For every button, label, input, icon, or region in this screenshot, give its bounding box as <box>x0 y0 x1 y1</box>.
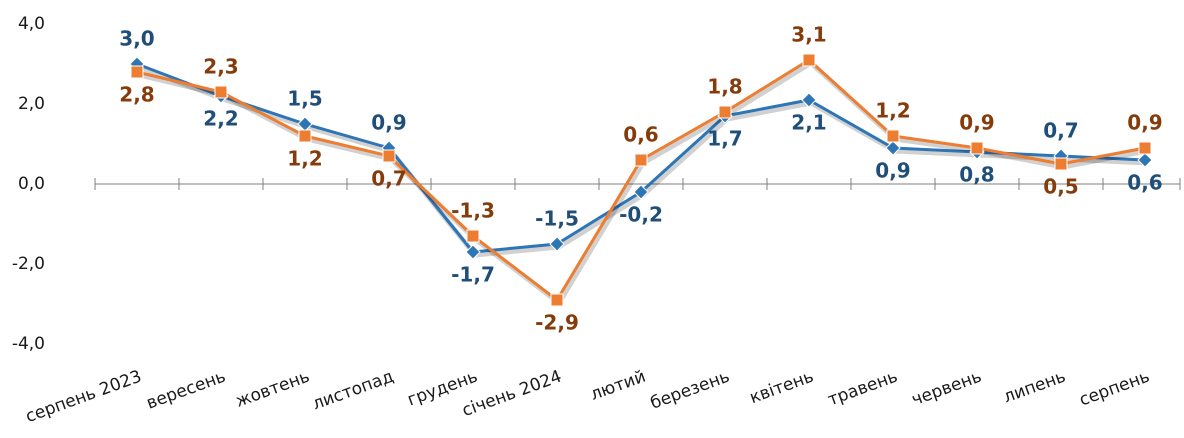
data-label: 2,3 <box>203 55 238 79</box>
data-label: 1,5 <box>287 87 322 111</box>
data-label: 1,2 <box>875 99 910 123</box>
data-label: -1,5 <box>535 207 579 231</box>
marker <box>550 293 564 307</box>
data-label: 2,2 <box>203 107 238 131</box>
x-tick-label: червень <box>909 367 984 411</box>
y-tick-label: 4,0 <box>18 14 45 34</box>
marker <box>886 129 900 143</box>
x-tick-label: березень <box>648 367 733 414</box>
data-label: -0,2 <box>619 203 663 227</box>
data-label: -1,7 <box>451 263 495 287</box>
marker <box>802 53 816 67</box>
marker <box>1137 152 1153 168</box>
data-label: 0,5 <box>1043 175 1078 199</box>
marker <box>1054 157 1068 171</box>
data-label: 0,9 <box>371 111 406 135</box>
data-label: 0,8 <box>959 163 994 187</box>
data-label: 1,8 <box>707 75 742 99</box>
data-label: 1,7 <box>707 127 742 151</box>
data-label: 0,6 <box>1127 171 1162 195</box>
data-label: 0,9 <box>1127 111 1162 135</box>
data-label: 0,7 <box>371 167 406 191</box>
data-label: 0,7 <box>1043 119 1078 143</box>
data-label: 3,0 <box>119 27 154 51</box>
marker <box>885 140 901 156</box>
marker <box>214 85 228 99</box>
marker <box>718 105 732 119</box>
x-tick-label: лютий <box>588 367 649 405</box>
x-tick-label: квітень <box>747 367 816 409</box>
x-tick-label: липень <box>1001 367 1069 408</box>
x-tick-label: вересень <box>144 367 229 414</box>
x-tick-label: травень <box>825 367 900 411</box>
marker <box>465 244 481 260</box>
marker <box>970 141 984 155</box>
x-tick-label: листопад <box>310 367 397 415</box>
data-label: 2,1 <box>791 111 826 135</box>
y-tick-label: -4,0 <box>12 334 45 354</box>
marker <box>130 65 144 79</box>
y-tick-label: 0,0 <box>18 174 45 194</box>
data-label: 3,1 <box>791 23 826 47</box>
marker <box>634 153 648 167</box>
data-label: 1,2 <box>287 147 322 171</box>
x-tick-label: серпень 2023 <box>23 367 144 428</box>
marker <box>382 149 396 163</box>
x-tick-label: серпень <box>1077 367 1153 411</box>
marker <box>549 236 565 252</box>
x-tick-label: жовтень <box>233 367 312 412</box>
data-label: 0,6 <box>623 123 658 147</box>
data-label: -1,3 <box>451 199 495 223</box>
data-label: 2,8 <box>119 83 154 107</box>
marker <box>298 129 312 143</box>
data-label: 0,9 <box>875 159 910 183</box>
marker <box>466 229 480 243</box>
data-label: -2,9 <box>535 311 579 335</box>
data-label: 0,9 <box>959 111 994 135</box>
marker <box>801 92 817 108</box>
marker <box>633 184 649 200</box>
y-tick-label: 2,0 <box>18 94 45 114</box>
y-tick-label: -2,0 <box>12 254 45 274</box>
marker <box>1138 141 1152 155</box>
